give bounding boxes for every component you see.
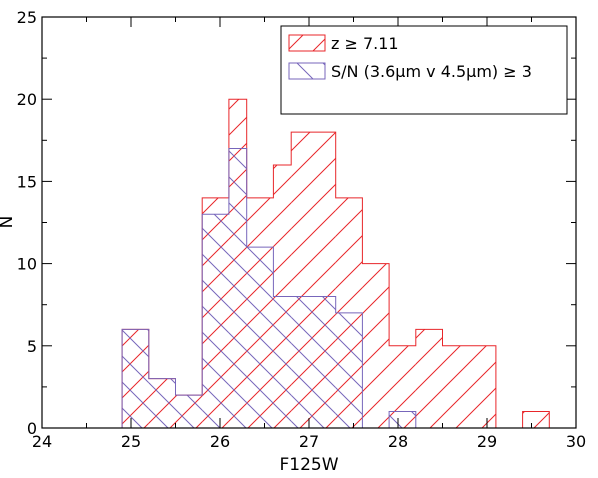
histogram-bars: [121, 98, 550, 428]
x-tick-label: 26: [210, 432, 230, 451]
series-0-bar-12: [442, 345, 496, 428]
y-tick-label: 0: [27, 419, 37, 438]
y-tick-label: 20: [17, 90, 37, 109]
series-1-bar-8: [335, 312, 363, 428]
series-1-outline: [121, 148, 417, 428]
x-tick-label: 24: [32, 432, 52, 451]
legend-swatch-red: [288, 34, 326, 52]
y-axis-label: N: [0, 216, 17, 229]
x-axis-label: F125W: [279, 455, 338, 475]
series-1-bars: [122, 148, 416, 428]
x-tick-label: 29: [477, 432, 497, 451]
y-tick-labels: 0 5 10 15 20 25: [17, 8, 37, 438]
x-tick-labels: 24 25 26 27 28 29 30: [32, 432, 586, 451]
series-1-bar-1: [148, 378, 176, 428]
plot-frame: [41, 16, 577, 429]
x-tick-label: 25: [121, 432, 141, 451]
x-tick-label: 27: [299, 432, 319, 451]
legend-label-red: z ≥ 7.11: [331, 34, 399, 53]
series-1-bar-6: [273, 296, 292, 428]
y-tick-label: 15: [17, 172, 37, 191]
series-1-bar-2: [175, 395, 203, 428]
y-tick-label: 5: [27, 337, 37, 356]
legend: z ≥ 7.11 S/N (3.6μm v 4.5μm) ≥ 3: [280, 25, 568, 115]
series-1-bar-3: [202, 214, 229, 428]
x-tick-label: 30: [566, 432, 586, 451]
series-1-bar-5: [246, 247, 274, 428]
series-0-bar-9: [362, 263, 390, 428]
legend-label-blue: S/N (3.6μm v 4.5μm) ≥ 3: [331, 62, 532, 81]
legend-swatch-blue: [288, 62, 326, 80]
series-1-bar-0: [122, 329, 149, 428]
series-0-bar-14: [522, 411, 550, 428]
legend-box: [280, 25, 568, 115]
series-1-bar-7: [291, 296, 336, 428]
y-tick-label: 25: [17, 8, 37, 27]
x-tick-label: 28: [388, 432, 408, 451]
series-0-bar-11: [415, 329, 443, 428]
series-1-bar-4: [228, 148, 247, 428]
series-1-bar-10: [389, 411, 416, 428]
y-tick-label: 10: [17, 255, 37, 274]
